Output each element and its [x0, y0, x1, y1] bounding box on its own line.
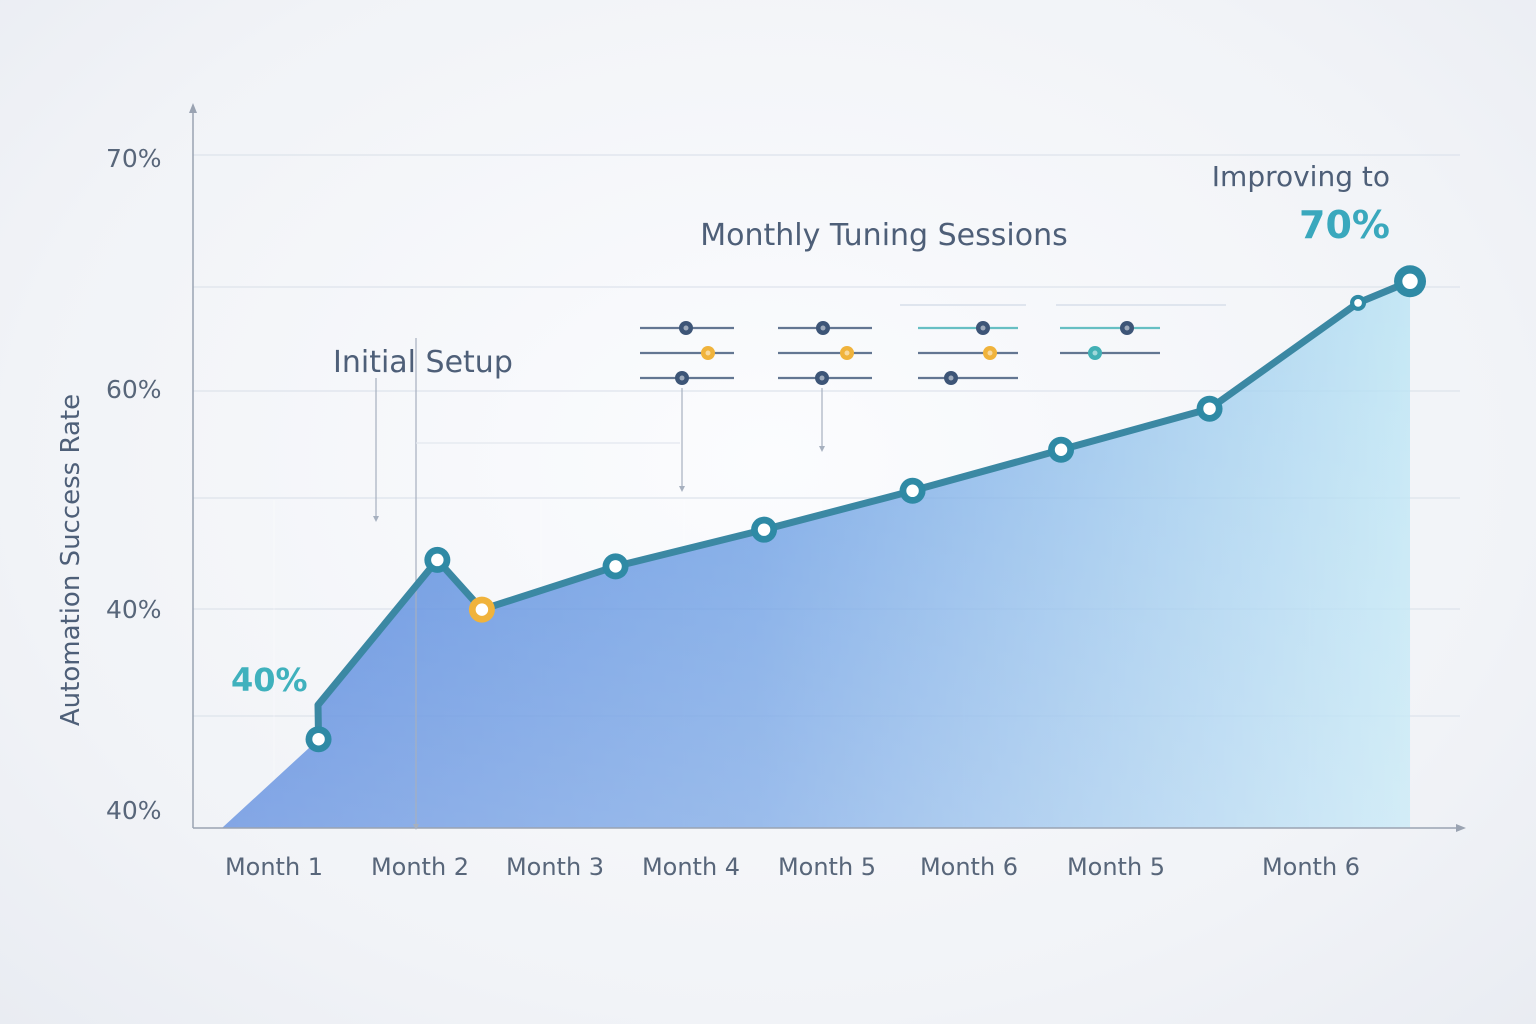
y-tick-label: 70% [106, 144, 162, 173]
x-tick-label: Month 4 [642, 853, 740, 881]
slider-knob-center [987, 350, 993, 356]
slider-knob-center [980, 325, 986, 331]
slider-knob-center [948, 375, 954, 381]
data-point-center [1203, 402, 1216, 415]
x-tick-label: Month 1 [225, 853, 323, 881]
data-point-center [312, 732, 325, 746]
y-axis-label: Automation Success Rate [56, 394, 86, 726]
y-tick-label: 40% [106, 796, 162, 825]
y-axis-arrow-icon [189, 103, 197, 113]
tuning-sessions-title: Monthly Tuning Sessions [700, 218, 1067, 253]
x-tick-label: Month 3 [506, 853, 604, 881]
x-tick-label: Month 6 [920, 853, 1018, 881]
connector-arrow-icon [679, 486, 685, 492]
slider-knob-center [679, 375, 685, 381]
slider-knob-center [705, 350, 711, 356]
data-point-center [757, 523, 771, 536]
data-point-center [431, 553, 444, 567]
y-tick-label: 40% [106, 595, 162, 624]
slider-knob-center [1124, 325, 1130, 331]
data-point-center [475, 603, 489, 616]
connector-arrow-icon [819, 446, 825, 452]
slider-knob-center [1092, 350, 1098, 356]
slider-knob-center [683, 325, 689, 331]
initial-setup-annotation: Initial Setup [333, 345, 513, 380]
x-tick-label: Month 5 [1067, 853, 1165, 881]
slider-knob-center [820, 325, 826, 331]
connector-arrow-icon [413, 824, 419, 830]
improving-value-annotation: 70% [1299, 203, 1390, 247]
improving-to-annotation: Improving to [1212, 160, 1390, 193]
connector-arrow-icon [373, 516, 379, 522]
x-axis-arrow-icon [1456, 824, 1466, 832]
start-value-annotation: 40% [231, 661, 308, 699]
data-point-center [1354, 299, 1362, 307]
data-point-center [609, 560, 622, 573]
data-point-center [906, 484, 919, 498]
slider-knob-center [844, 350, 850, 356]
data-point-center [1402, 273, 1418, 289]
area-fill-highlight [222, 281, 1411, 828]
y-tick-label: 60% [106, 375, 162, 404]
x-tick-label: Month 6 [1262, 853, 1360, 881]
data-point-center [1054, 443, 1068, 457]
x-tick-label: Month 2 [371, 853, 469, 881]
x-tick-label: Month 5 [778, 853, 876, 881]
slider-knob-center [819, 375, 825, 381]
